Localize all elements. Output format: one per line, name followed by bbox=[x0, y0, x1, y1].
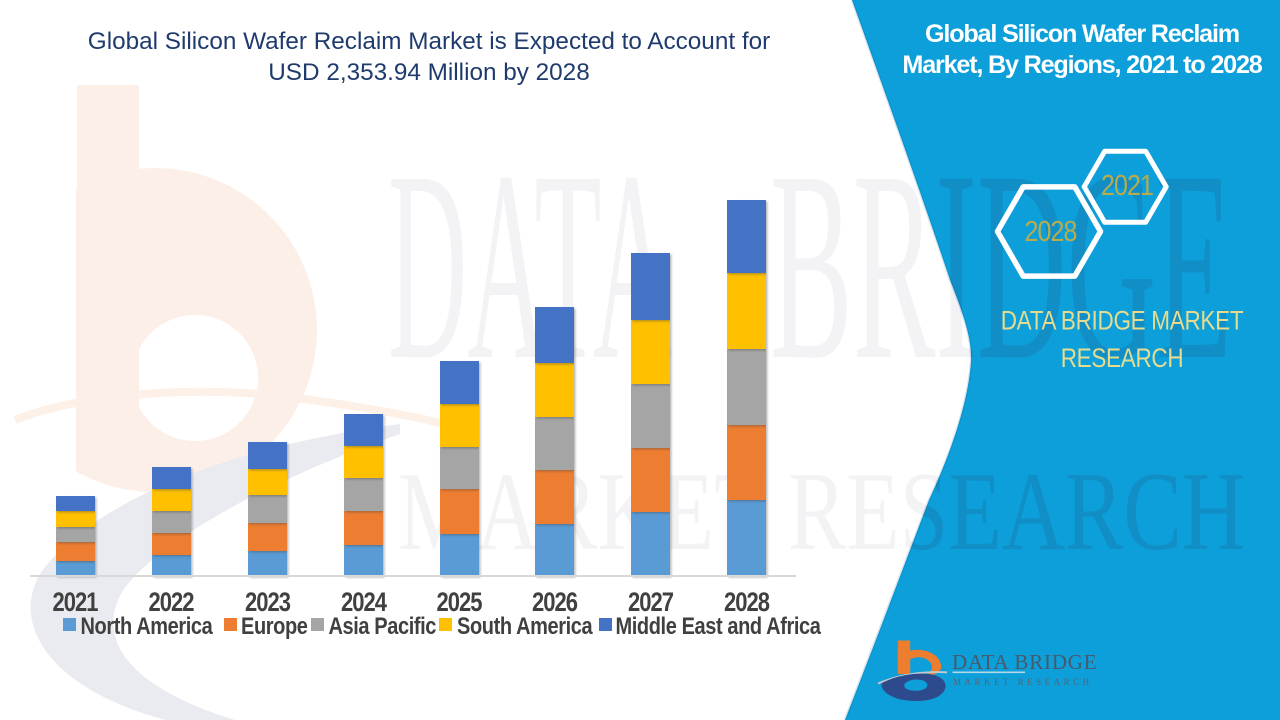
svg-text:DATA: DATA bbox=[388, 115, 672, 416]
